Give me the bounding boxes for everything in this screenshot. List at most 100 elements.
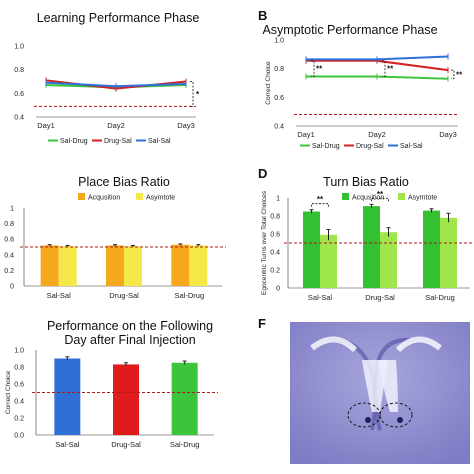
bar [40, 245, 59, 286]
injection-site-mark [365, 417, 371, 423]
y-tick-label: 0.4 [4, 252, 14, 259]
significance-stars: ** [387, 65, 394, 74]
injection-site-mark [397, 417, 403, 423]
x-tick-label: Drug-Sal [111, 440, 141, 449]
bar [363, 206, 380, 288]
y-tick-label: 0.2 [270, 268, 280, 275]
panel-d-turn-bias-bar-chart: Turn Bias Ratio 0 0.2 0.4 0.6 0.8 1 Egocentric … [261, 175, 474, 302]
significance-bracket [451, 69, 455, 80]
bar [113, 364, 139, 435]
legend-label: Sal-Drug [60, 138, 88, 145]
x-tick-label: Day3 [439, 130, 457, 139]
chart-title: Turn Bias Ratio [323, 175, 409, 189]
x-tick-label: Day2 [107, 121, 125, 130]
y-tick-label: 0.6 [274, 95, 284, 102]
x-tick-label: Sal-Sal [308, 293, 333, 302]
legend-label: Acqusition [352, 195, 384, 202]
bar [189, 245, 208, 286]
x-tick-label: Day1 [37, 121, 55, 130]
cannula-tip-circle [379, 402, 413, 428]
x-tick-label: Day3 [177, 121, 195, 130]
x-tick-label: Sal-Sal [55, 440, 80, 449]
bar [440, 217, 457, 288]
x-tick-label: Drug-Sal [109, 291, 139, 300]
significance-bracket [190, 81, 194, 107]
bar [303, 211, 320, 288]
legend-swatch [398, 193, 405, 200]
y-tick-label: 1.0 [14, 348, 24, 355]
significance-stars: ** [456, 70, 463, 79]
legend-label: Sal-Sal [400, 143, 423, 150]
cannula-tip-circle [347, 402, 381, 428]
chart-title: Day after Final Injection [64, 333, 195, 347]
chart-title: Place Bias Ratio [78, 175, 170, 189]
significance-stars: ** [317, 195, 324, 204]
y-tick-label: 0.8 [270, 214, 280, 221]
bar [171, 244, 190, 286]
y-tick-label: 0.4 [14, 399, 24, 406]
y-tick-label: 0.8 [14, 365, 24, 372]
y-tick-label: 1 [10, 206, 14, 213]
y-tick-label: 0.4 [274, 124, 284, 131]
x-tick-label: Day2 [368, 130, 386, 139]
chart-title: Performance on the Following [47, 319, 213, 333]
bar [380, 232, 397, 288]
y-axis-label: Egocentric Turns over Total Choices [261, 190, 268, 295]
legend-label: Acqusition [88, 195, 120, 202]
x-tick-label: Sal-Drug [175, 291, 205, 300]
significance-bracket [382, 60, 386, 77]
bar [171, 362, 198, 435]
panel-a-learning-line-chart: Learning Performance Phase 0.4 0.6 0.8 1.0 Da… [14, 11, 200, 145]
y-axis-label: Correct Choice [5, 370, 12, 414]
panel-b-asymptotic-line-chart: Asymptotic Performance Phase 0.4 0.6 0.8 1.0… [262, 23, 463, 150]
y-tick-label: 0.6 [270, 232, 280, 239]
histology-ventricle [395, 336, 442, 353]
y-tick-label: 0.6 [14, 91, 24, 98]
legend-swatch [342, 193, 349, 200]
x-tick-label: Day1 [297, 130, 315, 139]
y-tick-label: 0.4 [270, 250, 280, 257]
chart-title: Asymptotic Performance Phase [262, 23, 437, 37]
significance-bracket [371, 197, 389, 202]
y-tick-label: 0.4 [14, 115, 24, 122]
panel-f-brain-histology-image [290, 322, 470, 464]
bar [124, 246, 142, 286]
y-tick-label: 0.8 [274, 66, 284, 73]
y-tick-label: 0.6 [4, 237, 14, 244]
panel-letter-d: D [258, 166, 267, 181]
legend-label: Drug-Sal [104, 138, 132, 145]
y-tick-label: 0.6 [14, 382, 24, 389]
y-tick-label: 0 [10, 284, 14, 291]
bar [423, 210, 440, 288]
y-axis-label: Correct Choice [265, 61, 272, 105]
significance-bracket [311, 203, 329, 207]
significance-stars: ** [377, 190, 384, 199]
y-tick-label: 0.2 [4, 268, 14, 275]
bar [54, 358, 81, 435]
bar [58, 246, 77, 286]
bar [106, 245, 124, 286]
panel-letter-b: B [258, 8, 267, 23]
y-tick-label: 0.8 [14, 67, 24, 74]
significance-stars: ** [316, 65, 323, 74]
x-tick-label: Sal-Sal [47, 291, 72, 300]
legend-label: Asymtote [408, 195, 437, 202]
y-tick-label: 0.0 [14, 433, 24, 440]
histology-lesion-tract [378, 360, 398, 412]
bar [320, 234, 337, 288]
legend-swatch [136, 193, 143, 200]
x-tick-label: Sal-Drug [425, 293, 455, 302]
chart-title: Learning Performance Phase [37, 11, 200, 25]
x-tick-label: Sal-Drug [170, 440, 200, 449]
legend-label: Sal-Sal [148, 138, 171, 145]
legend-label: Drug-Sal [356, 143, 384, 150]
x-tick-label: Drug-Sal [365, 293, 395, 302]
y-axis-label: Preferred Place over Total Choices [0, 196, 2, 297]
y-tick-label: 0.2 [14, 416, 24, 423]
panel-c-place-bias-bar-chart: Place Bias Ratio 0 0.2 0.4 0.6 0.8 1 Preferred … [0, 175, 226, 300]
significance-bracket [311, 60, 315, 77]
legend-swatch [78, 193, 85, 200]
y-tick-label: 0.8 [4, 221, 14, 228]
